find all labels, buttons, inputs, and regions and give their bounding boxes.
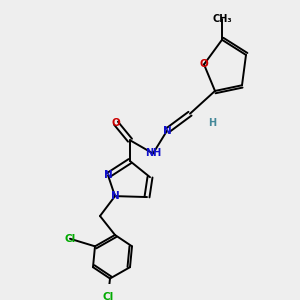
Text: Cl: Cl (64, 234, 76, 244)
Text: O: O (200, 59, 208, 69)
Text: Cl: Cl (102, 292, 114, 300)
Text: CH₃: CH₃ (212, 14, 232, 24)
Text: N: N (103, 170, 112, 180)
Text: O: O (112, 118, 120, 128)
Text: H: H (208, 118, 216, 128)
Text: NH: NH (145, 148, 161, 158)
Text: N: N (163, 126, 171, 136)
Text: N: N (111, 191, 119, 201)
